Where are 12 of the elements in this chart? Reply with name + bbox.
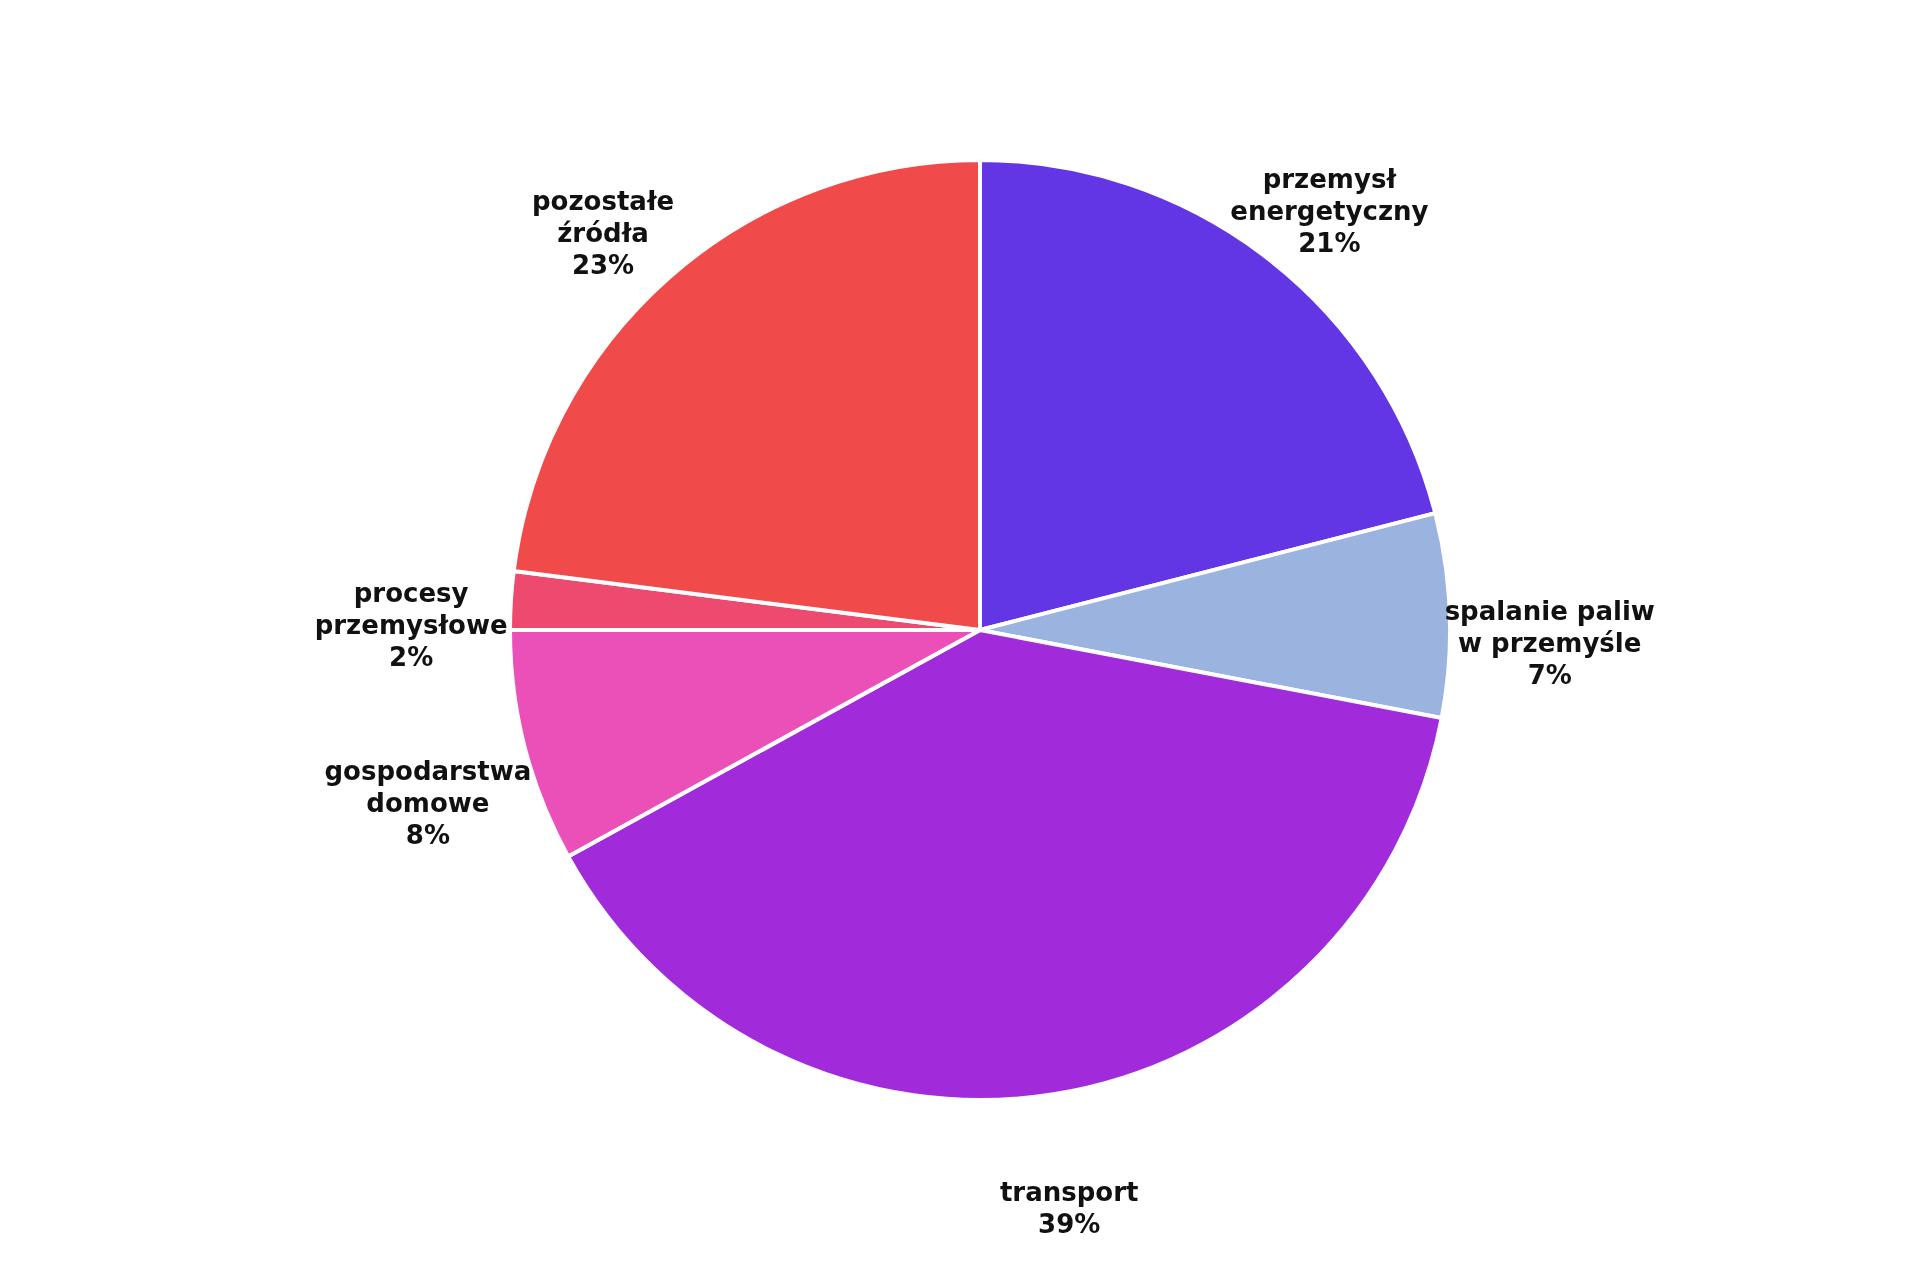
- slice-label: przemysł energetyczny: [1230, 163, 1429, 226]
- data-label: 21%: [1298, 227, 1361, 258]
- data-label: 23%: [571, 250, 635, 281]
- slice-label: spalanie paliw w przemyśle: [1444, 596, 1655, 659]
- data-label: 8%: [405, 819, 450, 850]
- data-label: 39%: [1038, 1208, 1101, 1239]
- slice-label: transport: [999, 1176, 1139, 1207]
- slice-label: pozostałe źródła: [531, 186, 675, 249]
- slice-label: gospodarstwa domowe: [324, 755, 532, 818]
- data-label: 2%: [389, 642, 434, 673]
- slice-label: procesy przemysłowe: [314, 578, 508, 641]
- data-label: 7%: [1527, 660, 1572, 691]
